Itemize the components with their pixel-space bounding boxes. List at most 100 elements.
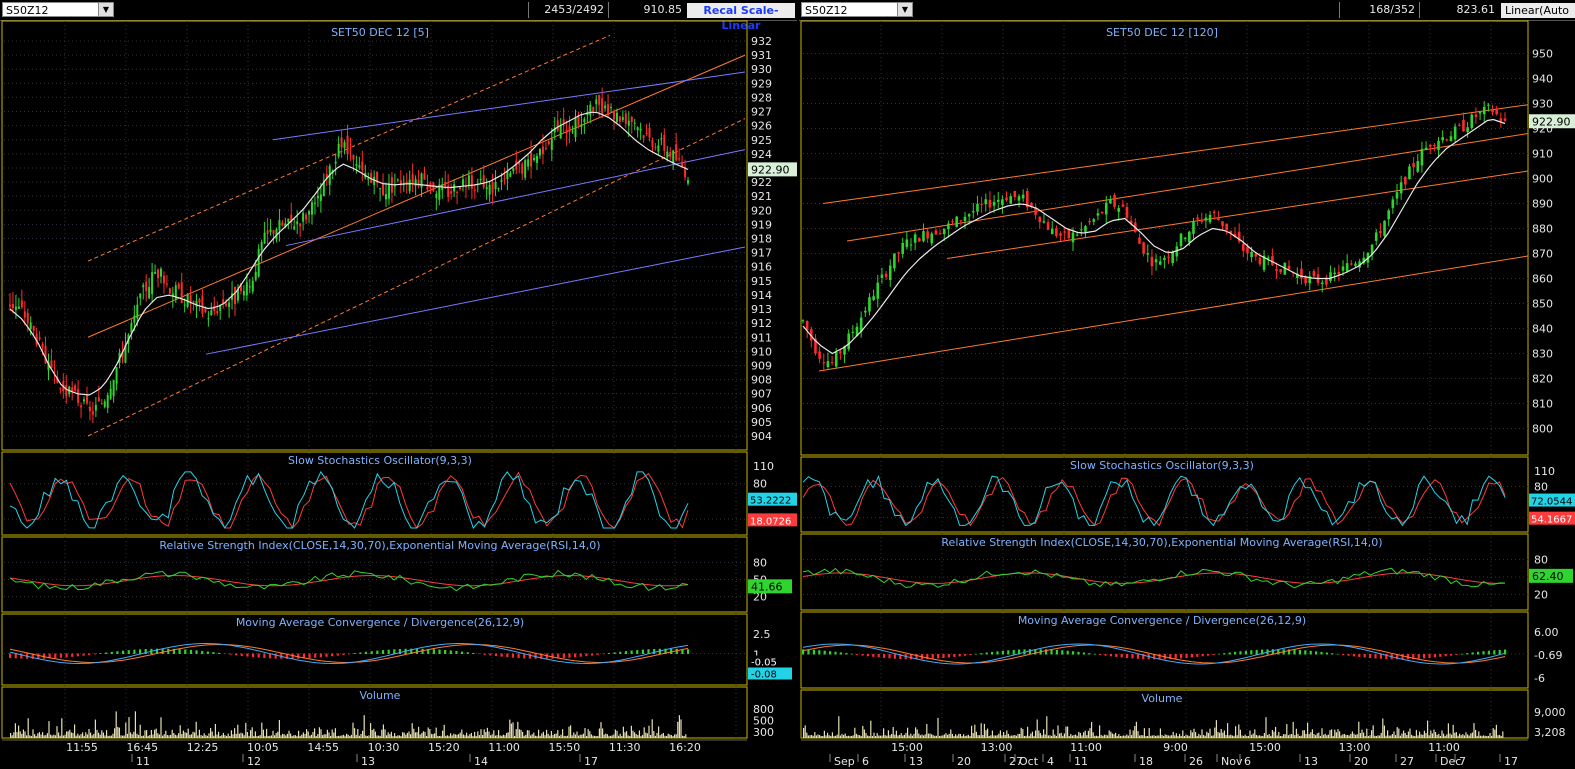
candle-body: [1046, 222, 1050, 230]
volume-bar: [1036, 719, 1038, 738]
date-axis-label: 26: [1189, 755, 1203, 768]
candle-body: [1312, 271, 1316, 277]
macd-histogram-bar: [1455, 654, 1458, 655]
volume-bar: [1212, 735, 1214, 738]
symbol-select[interactable]: S50Z12 ▼: [801, 2, 913, 17]
volume-bar: [610, 735, 612, 738]
volume-bar: [1075, 734, 1077, 738]
candle-body: [88, 406, 91, 412]
volume-bar: [602, 728, 604, 738]
volume-bar: [518, 729, 520, 738]
volume-bar: [315, 735, 317, 738]
candle-body: [1212, 211, 1216, 214]
volume-bar: [1031, 731, 1033, 738]
volume-bar: [490, 735, 492, 738]
volume-bar: [900, 733, 902, 738]
volume-bar: [836, 734, 838, 738]
volume-bar: [130, 732, 132, 738]
volume-bar: [291, 735, 293, 738]
stoch-pane-title: Slow Stochastics Oscillator(9,3,3): [288, 454, 472, 467]
volume-bar: [494, 735, 496, 738]
candle-body: [213, 305, 216, 311]
candle-body: [459, 187, 462, 190]
candle-body: [1208, 214, 1212, 223]
volume-bar: [218, 731, 220, 738]
candle-body: [1038, 216, 1042, 223]
time-axis-label: 11:30: [609, 741, 641, 754]
volume-bar: [1337, 729, 1339, 738]
volume-bar: [285, 735, 287, 738]
symbol-select[interactable]: S50Z12 ▼: [2, 2, 114, 17]
volume-bar: [323, 734, 325, 738]
macd-histogram-bar: [958, 654, 961, 657]
volume-bar: [1289, 734, 1291, 738]
hourly-chart-canvas[interactable]: 9509409309209109008908808708608508408308…: [799, 0, 1575, 769]
volume-bar: [354, 728, 356, 738]
volume-bar: [1292, 721, 1294, 738]
candle-body: [14, 306, 17, 310]
volume-bar: [526, 730, 528, 738]
recal-scale-button[interactable]: Recal Scale-Linear: [687, 3, 795, 32]
volume-bar: [908, 735, 910, 738]
volume-axis-label: 800: [753, 703, 774, 716]
volume-bar: [46, 733, 48, 738]
candle-body: [1217, 217, 1220, 221]
candle-body: [275, 229, 278, 240]
candle-body: [992, 201, 996, 206]
volume-bar: [574, 734, 576, 738]
volume-bar: [38, 732, 40, 738]
volume-bar: [10, 732, 12, 738]
volume-bar: [1367, 735, 1369, 738]
last-price-tag: [1529, 114, 1575, 129]
chevron-down-icon[interactable]: ▼: [98, 3, 113, 16]
macd-histogram-bar: [1223, 653, 1226, 655]
volume-bar: [1217, 732, 1219, 738]
date-axis-label: Sep: [834, 755, 855, 768]
volume-bar: [293, 735, 295, 738]
volume-bar: [1487, 735, 1489, 738]
volume-bar: [1358, 721, 1360, 738]
volume-bar: [525, 734, 527, 738]
stoch-value-label: 18.0726: [750, 516, 791, 527]
volume-bar: [320, 729, 322, 738]
volume-bar: [1055, 735, 1057, 738]
macd-histogram-bar: [1450, 654, 1453, 656]
volume-bar: [980, 723, 982, 738]
macd-histogram-bar: [1212, 654, 1215, 655]
volume-bar: [75, 735, 77, 738]
volume-bar: [1097, 735, 1099, 738]
macd-histogram-bar: [1109, 654, 1112, 657]
volume-bar: [1278, 732, 1280, 738]
candle-body: [180, 282, 183, 304]
volume-bar: [1060, 732, 1062, 738]
candle-body: [624, 113, 627, 124]
volume-bar: [648, 725, 650, 738]
date-axis-label: 18: [1139, 755, 1153, 768]
volume-bar: [438, 735, 440, 738]
macd-histogram-bar: [466, 652, 469, 654]
candle-body: [1320, 282, 1324, 285]
volume-bar: [142, 735, 144, 738]
volume-bar: [533, 732, 535, 738]
chevron-down-icon[interactable]: ▼: [897, 3, 912, 16]
scale-mode-button[interactable]: Linear(Auto: [1501, 3, 1575, 18]
volume-bar: [1116, 735, 1118, 738]
price-axis-label: 928: [751, 91, 772, 104]
volume-bar: [18, 725, 20, 738]
stoch-value-label: 72.0544: [1531, 497, 1572, 508]
volume-bar: [1335, 732, 1337, 738]
volume-bar: [1452, 724, 1454, 738]
volume-bar: [1438, 733, 1440, 738]
stoch-signal-line: [802, 476, 1506, 527]
volume-bar: [1299, 735, 1301, 738]
volume-bar: [1179, 733, 1181, 738]
macd-histogram-bar: [653, 648, 656, 654]
macd-histogram-bar: [291, 653, 294, 659]
intraday-chart-canvas[interactable]: 9329319309299289279269259249239229219209…: [0, 0, 797, 769]
macd-histogram-bar: [31, 653, 34, 659]
candle-body: [112, 380, 115, 397]
volume-bar: [899, 735, 901, 738]
macd-histogram-bar: [996, 651, 999, 655]
volume-bar: [1126, 734, 1128, 738]
volume-bar: [1321, 728, 1323, 738]
